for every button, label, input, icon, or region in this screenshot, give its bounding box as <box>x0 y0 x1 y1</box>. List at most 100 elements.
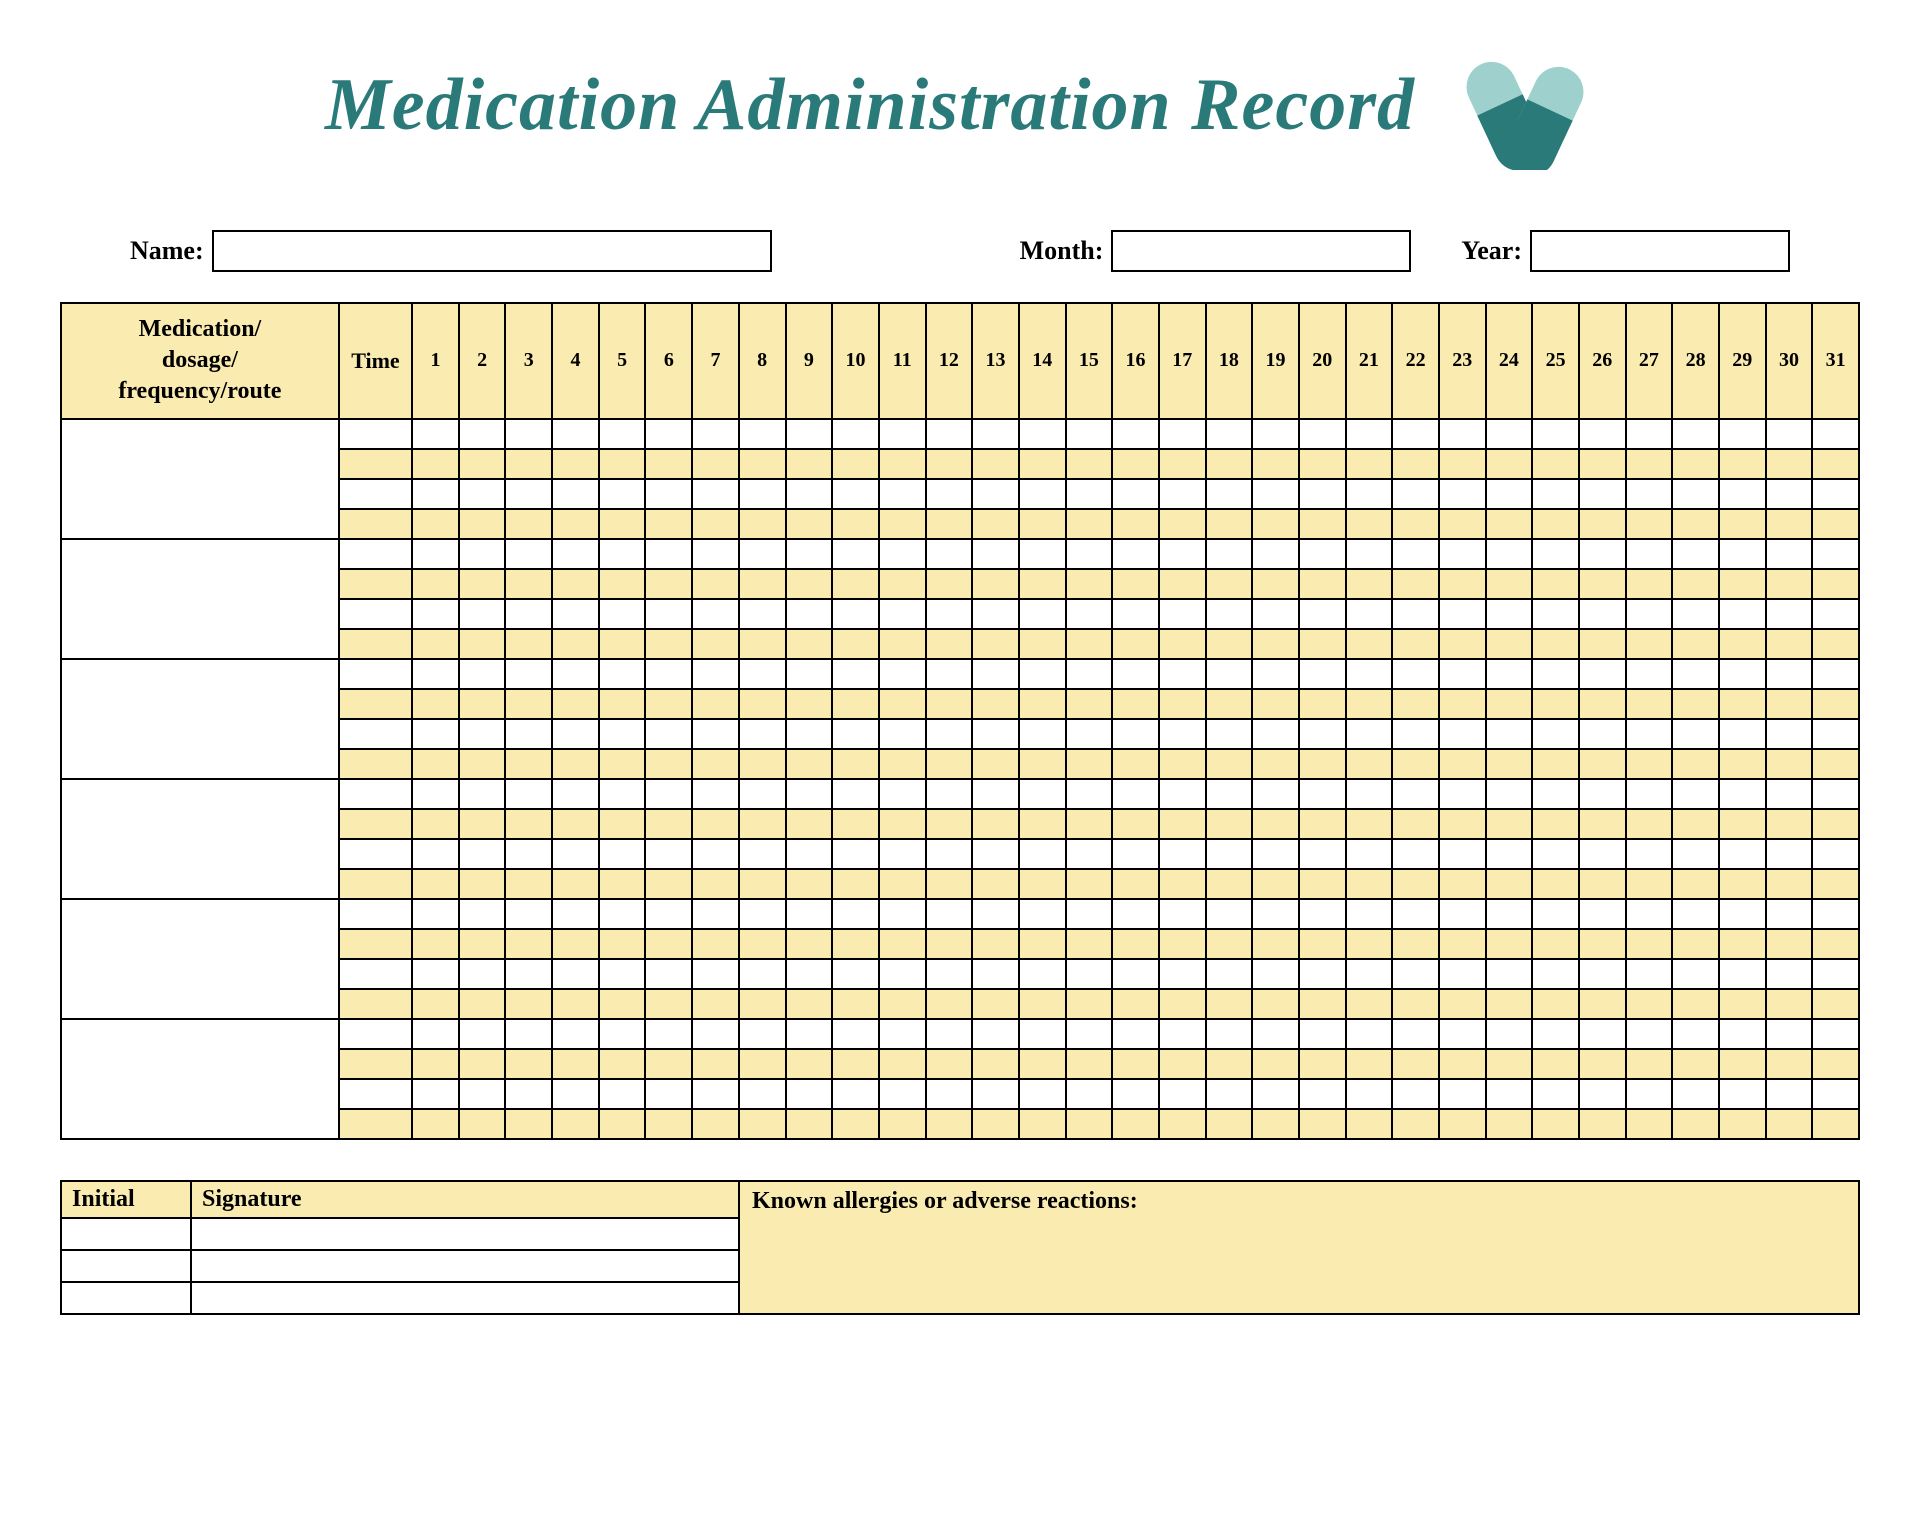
record-cell[interactable] <box>645 1109 692 1139</box>
record-cell[interactable] <box>739 1079 786 1109</box>
record-cell[interactable] <box>1252 1109 1299 1139</box>
record-cell[interactable] <box>1439 839 1486 869</box>
record-cell[interactable] <box>645 989 692 1019</box>
record-cell[interactable] <box>1532 449 1579 479</box>
record-cell[interactable] <box>459 719 506 749</box>
record-cell[interactable] <box>1672 809 1719 839</box>
record-cell[interactable] <box>786 419 833 449</box>
record-cell[interactable] <box>786 809 833 839</box>
record-cell[interactable] <box>1579 959 1626 989</box>
record-cell[interactable] <box>645 509 692 539</box>
time-cell[interactable] <box>339 809 412 839</box>
record-cell[interactable] <box>1299 1109 1346 1139</box>
record-cell[interactable] <box>1486 569 1533 599</box>
record-cell[interactable] <box>459 929 506 959</box>
record-cell[interactable] <box>739 899 786 929</box>
record-cell[interactable] <box>599 689 646 719</box>
record-cell[interactable] <box>599 509 646 539</box>
record-cell[interactable] <box>505 809 552 839</box>
record-cell[interactable] <box>926 809 973 839</box>
record-cell[interactable] <box>1719 449 1766 479</box>
record-cell[interactable] <box>832 599 879 629</box>
record-cell[interactable] <box>1532 659 1579 689</box>
record-cell[interactable] <box>1159 989 1206 1019</box>
record-cell[interactable] <box>1579 749 1626 779</box>
record-cell[interactable] <box>1252 959 1299 989</box>
record-cell[interactable] <box>1159 839 1206 869</box>
record-cell[interactable] <box>1812 449 1859 479</box>
record-cell[interactable] <box>1066 569 1113 599</box>
record-cell[interactable] <box>552 809 599 839</box>
record-cell[interactable] <box>1159 929 1206 959</box>
record-cell[interactable] <box>412 869 459 899</box>
record-cell[interactable] <box>972 749 1019 779</box>
record-cell[interactable] <box>1066 959 1113 989</box>
record-cell[interactable] <box>1112 719 1159 749</box>
record-cell[interactable] <box>1112 1049 1159 1079</box>
record-cell[interactable] <box>972 1049 1019 1079</box>
record-cell[interactable] <box>1066 449 1113 479</box>
record-cell[interactable] <box>786 929 833 959</box>
record-cell[interactable] <box>459 1109 506 1139</box>
record-cell[interactable] <box>1019 1079 1066 1109</box>
record-cell[interactable] <box>1766 419 1813 449</box>
record-cell[interactable] <box>1719 659 1766 689</box>
record-cell[interactable] <box>739 989 786 1019</box>
record-cell[interactable] <box>1019 689 1066 719</box>
record-cell[interactable] <box>1252 929 1299 959</box>
record-cell[interactable] <box>1346 659 1393 689</box>
record-cell[interactable] <box>879 479 926 509</box>
record-cell[interactable] <box>645 689 692 719</box>
record-cell[interactable] <box>1206 659 1253 689</box>
record-cell[interactable] <box>599 449 646 479</box>
record-cell[interactable] <box>1159 599 1206 629</box>
record-cell[interactable] <box>786 1109 833 1139</box>
record-cell[interactable] <box>1252 659 1299 689</box>
record-cell[interactable] <box>1392 539 1439 569</box>
record-cell[interactable] <box>739 749 786 779</box>
record-cell[interactable] <box>1299 599 1346 629</box>
record-cell[interactable] <box>459 809 506 839</box>
record-cell[interactable] <box>412 749 459 779</box>
record-cell[interactable] <box>1439 719 1486 749</box>
record-cell[interactable] <box>1252 479 1299 509</box>
record-cell[interactable] <box>1766 479 1813 509</box>
record-cell[interactable] <box>786 479 833 509</box>
record-cell[interactable] <box>972 479 1019 509</box>
record-cell[interactable] <box>1112 479 1159 509</box>
record-cell[interactable] <box>1579 1109 1626 1139</box>
record-cell[interactable] <box>1066 659 1113 689</box>
record-cell[interactable] <box>645 869 692 899</box>
record-cell[interactable] <box>1019 479 1066 509</box>
record-cell[interactable] <box>1532 1079 1579 1109</box>
record-cell[interactable] <box>926 779 973 809</box>
record-cell[interactable] <box>1392 1079 1439 1109</box>
record-cell[interactable] <box>972 989 1019 1019</box>
record-cell[interactable] <box>1019 419 1066 449</box>
record-cell[interactable] <box>739 539 786 569</box>
record-cell[interactable] <box>1206 689 1253 719</box>
record-cell[interactable] <box>1019 539 1066 569</box>
record-cell[interactable] <box>1112 629 1159 659</box>
record-cell[interactable] <box>459 689 506 719</box>
record-cell[interactable] <box>1159 509 1206 539</box>
record-cell[interactable] <box>1486 749 1533 779</box>
record-cell[interactable] <box>879 809 926 839</box>
record-cell[interactable] <box>739 479 786 509</box>
record-cell[interactable] <box>739 809 786 839</box>
record-cell[interactable] <box>1626 569 1673 599</box>
record-cell[interactable] <box>1299 689 1346 719</box>
record-cell[interactable] <box>972 599 1019 629</box>
record-cell[interactable] <box>972 839 1019 869</box>
record-cell[interactable] <box>879 599 926 629</box>
time-cell[interactable] <box>339 719 412 749</box>
record-cell[interactable] <box>1532 1049 1579 1079</box>
record-cell[interactable] <box>459 569 506 599</box>
record-cell[interactable] <box>692 749 739 779</box>
record-cell[interactable] <box>739 1109 786 1139</box>
record-cell[interactable] <box>1299 509 1346 539</box>
record-cell[interactable] <box>412 509 459 539</box>
record-cell[interactable] <box>692 959 739 989</box>
record-cell[interactable] <box>505 749 552 779</box>
record-cell[interactable] <box>1626 899 1673 929</box>
